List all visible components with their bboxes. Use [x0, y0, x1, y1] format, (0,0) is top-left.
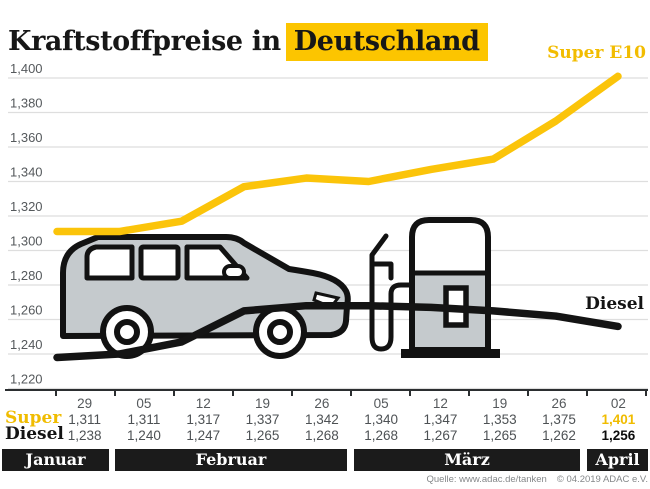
dates-cell: 26 [551, 396, 567, 411]
y-tick-label: 1,220 [10, 372, 43, 387]
axis-tick [114, 391, 116, 396]
axis-tick [527, 391, 529, 396]
axis-tick [232, 391, 234, 396]
dates-cell: 05 [136, 396, 152, 411]
month-band-maerz: März [354, 449, 580, 471]
diesel-cell: 1,238 [67, 428, 102, 443]
row-label-super: Super [5, 408, 62, 428]
diesel-cell: 1,256 [601, 428, 636, 443]
month-band-april: April [587, 449, 648, 471]
diesel-cell: 1,240 [127, 428, 161, 443]
pump-hose [369, 233, 414, 352]
y-tick-label: 1,380 [10, 96, 43, 111]
title-prefix: Kraftstoffpreise in [8, 26, 281, 58]
table-row-dates: 29 05 12 19 26 05 12 19 26 02 [55, 396, 648, 411]
car-mirror [222, 264, 246, 280]
diesel-cell: 1,267 [423, 428, 458, 443]
axis-tick [645, 391, 647, 396]
diesel-cell: 1,247 [186, 428, 221, 443]
series-label-super-e10: Super E10 [547, 43, 646, 63]
super-cell: 1,375 [542, 412, 576, 427]
y-tick-label: 1,260 [10, 303, 43, 318]
dates-cell: 26 [314, 396, 330, 411]
copyright-text: © 04.2019 ADAC e.V. [556, 474, 648, 485]
axis-tick [409, 391, 411, 396]
axis-tick [586, 391, 588, 396]
super-cell: 1,340 [364, 412, 399, 427]
page-title: Kraftstoffpreise in Deutschland [8, 23, 488, 62]
y-tick-label: 1,340 [10, 165, 43, 180]
diesel-cell: 1,262 [542, 428, 576, 443]
dates-cell: 12 [432, 396, 448, 411]
y-axis-labels: 1,400 1,380 1,360 1,340 1,320 1,300 1,280 1,260… [10, 61, 43, 387]
table-row-diesel: 1,238 1,240 1,247 1,265 1,268 1,268 1,267 1,265… [55, 428, 648, 443]
dates-cell: 05 [373, 396, 389, 411]
super-cell: 1,342 [304, 412, 339, 427]
table-row-super: 1,311 1,311 1,317 1,337 1,342 1,340 1,347 1,353… [55, 412, 648, 427]
diesel-cell: 1,268 [304, 428, 339, 443]
y-tick-label: 1,320 [10, 199, 43, 214]
super-cell: 1,337 [245, 412, 280, 427]
axis-tick [55, 391, 57, 396]
super-cell: 1,347 [423, 412, 458, 427]
month-band-februar: Februar [115, 449, 347, 471]
title-highlight: Deutschland [285, 23, 488, 62]
fuel-pump-illustration [369, 217, 500, 358]
super-cell: 1,311 [68, 412, 102, 427]
y-tick-label: 1,400 [10, 61, 43, 76]
dates-cell: 12 [195, 396, 211, 411]
dates-cell: 29 [77, 396, 93, 411]
super-cell: 1,353 [482, 412, 517, 427]
y-tick-label: 1,360 [10, 130, 43, 145]
row-label-diesel: Diesel [5, 424, 64, 444]
source-note: Quelle: www.adac.de/tanken © 04.2019 ADAC… [426, 474, 648, 485]
axis-tick [173, 391, 175, 396]
super-cell: 1,311 [127, 412, 161, 427]
dates-cell: 19 [255, 396, 271, 411]
super-cell: 1,317 [186, 412, 221, 427]
y-tick-label: 1,280 [10, 268, 43, 283]
diesel-cell: 1,265 [245, 428, 280, 443]
series-label-diesel: Diesel [585, 294, 644, 314]
axis-tick [350, 391, 352, 396]
car-wheel-front [253, 305, 307, 359]
diesel-cell: 1,268 [364, 428, 399, 443]
y-tick-label: 1,240 [10, 337, 43, 352]
price-chart: 1,400 1,380 1,360 1,340 1,320 1,300 1,280 1,260… [8, 61, 648, 390]
car-wheel-rear [100, 305, 154, 359]
source-text: Quelle: www.adac.de/tanken [426, 474, 547, 485]
pump-base [401, 349, 500, 358]
axis-tick [468, 391, 470, 396]
diesel-cell: 1,265 [482, 428, 517, 443]
series-lines [53, 72, 622, 362]
month-band-januar: Januar [2, 449, 109, 471]
axis-tick [291, 391, 293, 396]
diesel-line [53, 301, 622, 362]
super-cell: 1,401 [601, 412, 636, 427]
dates-cell: 02 [610, 396, 626, 411]
y-tick-label: 1,300 [10, 234, 43, 249]
x-axis-line [5, 389, 648, 391]
super-e10-line [53, 72, 622, 236]
car-illustration [60, 234, 351, 359]
dates-cell: 19 [492, 396, 508, 411]
